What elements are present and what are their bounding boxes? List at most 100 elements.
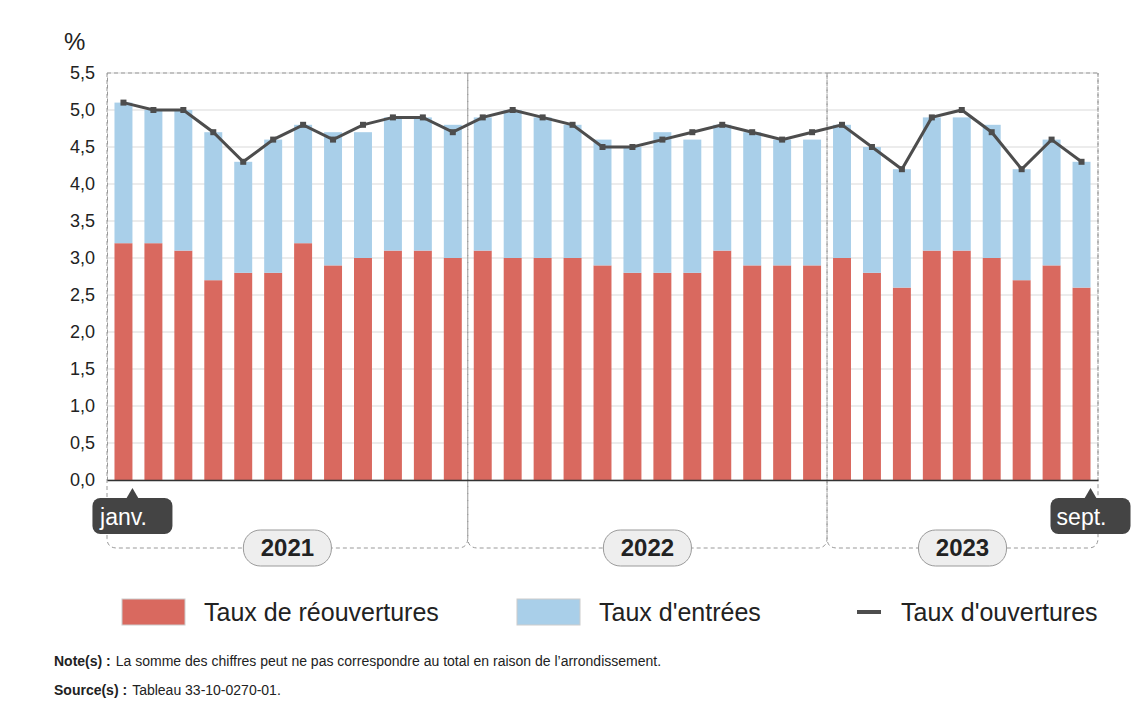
marker (1049, 137, 1055, 143)
group-pill (243, 530, 331, 566)
group-bracket (107, 73, 468, 548)
bar (1043, 140, 1061, 266)
group-frame (827, 73, 1098, 74)
marker (809, 129, 815, 135)
group-pill (603, 530, 691, 566)
axis-line (108, 480, 1099, 482)
y-tick: 5,5 (70, 63, 107, 83)
marker (959, 107, 965, 113)
bar-series (114, 243, 1090, 480)
bar (1013, 280, 1031, 480)
bar (444, 258, 462, 480)
bar (564, 125, 582, 258)
bar (923, 117, 941, 250)
bar (923, 251, 941, 480)
bar (444, 125, 462, 258)
legend-swatch (517, 599, 580, 625)
bar (1073, 162, 1091, 288)
bar (174, 110, 192, 251)
note-text: La somme des chiffres peut ne pas corres… (116, 653, 661, 669)
bar (713, 125, 731, 251)
bar (204, 280, 222, 480)
bar (294, 243, 312, 480)
axis-line (107, 74, 108, 481)
tick-label: 0,0 (70, 470, 95, 490)
marker (360, 122, 366, 128)
grid-line (107, 73, 1098, 74)
tick-label: 4,5 (70, 137, 95, 157)
group-label: 2022 (621, 534, 674, 561)
bar (683, 140, 701, 273)
y-tick: 2,5 (70, 285, 107, 305)
bar (833, 125, 851, 258)
y-tick: 4,0 (70, 174, 107, 194)
tick-label: 1,5 (70, 359, 95, 379)
tick-label: 2,0 (70, 322, 95, 342)
bar (863, 147, 881, 273)
bar (534, 117, 552, 258)
bar (264, 140, 282, 273)
marker (450, 129, 456, 135)
marker (210, 129, 216, 135)
plot-area (114, 100, 1090, 480)
bar (414, 117, 432, 250)
group-label: 2023 (936, 534, 989, 561)
bar (234, 162, 252, 273)
group-frame (107, 73, 468, 74)
bar (1013, 169, 1031, 280)
bar (623, 273, 641, 480)
bar (773, 265, 791, 480)
marker (120, 100, 126, 106)
bar (743, 132, 761, 265)
x-tick: janv. (92, 488, 172, 534)
tick-label: 3,5 (70, 211, 95, 231)
bar (983, 258, 1001, 480)
bar (324, 132, 342, 265)
bar (803, 140, 821, 266)
bar (683, 273, 701, 480)
marker (1019, 166, 1025, 172)
note-label: Source(s) : (54, 682, 127, 698)
marker (659, 137, 665, 143)
marker (779, 137, 785, 143)
bar (953, 251, 971, 480)
marker (510, 107, 516, 113)
bar (504, 258, 522, 480)
y-tick: 1,0 (70, 396, 107, 416)
bar (174, 251, 192, 480)
bar (983, 125, 1001, 258)
bar (354, 132, 372, 258)
y-tick: 3,0 (70, 248, 107, 268)
note-label: Note(s) : (54, 653, 111, 669)
bar (204, 132, 222, 280)
bar (324, 265, 342, 480)
notes: Note(s) : La somme des chiffres peut ne p… (54, 653, 661, 698)
tick-label: janv. (99, 504, 147, 530)
line (123, 103, 1081, 170)
note: Source(s) : Tableau 33-10-0270-01. (54, 682, 281, 698)
marker (600, 144, 606, 150)
y-axis: 0,00,51,01,52,02,53,03,54,04,55,05,5 (70, 63, 108, 490)
group-frame (468, 73, 827, 74)
marker (839, 122, 845, 128)
bar (384, 117, 402, 250)
callout-box (92, 498, 172, 534)
marker (929, 114, 935, 120)
bar (1073, 288, 1091, 480)
marker (480, 114, 486, 120)
marker (330, 137, 336, 143)
bar (653, 132, 671, 273)
note-text: Tableau 33-10-0270-01. (132, 682, 281, 698)
bar (354, 258, 372, 480)
bar (833, 258, 851, 480)
y-tick: 0,0 (70, 470, 107, 490)
tick-label: 3,0 (70, 248, 95, 268)
tick-label: 5,5 (70, 63, 95, 83)
bar (893, 288, 911, 480)
marker (1079, 159, 1085, 165)
bar (803, 265, 821, 480)
legend-label: Taux d'ouvertures (901, 598, 1098, 626)
note: Note(s) : La somme des chiffres peut ne p… (54, 653, 661, 669)
legend-label: Taux de réouvertures (204, 598, 439, 626)
marker (420, 114, 426, 120)
